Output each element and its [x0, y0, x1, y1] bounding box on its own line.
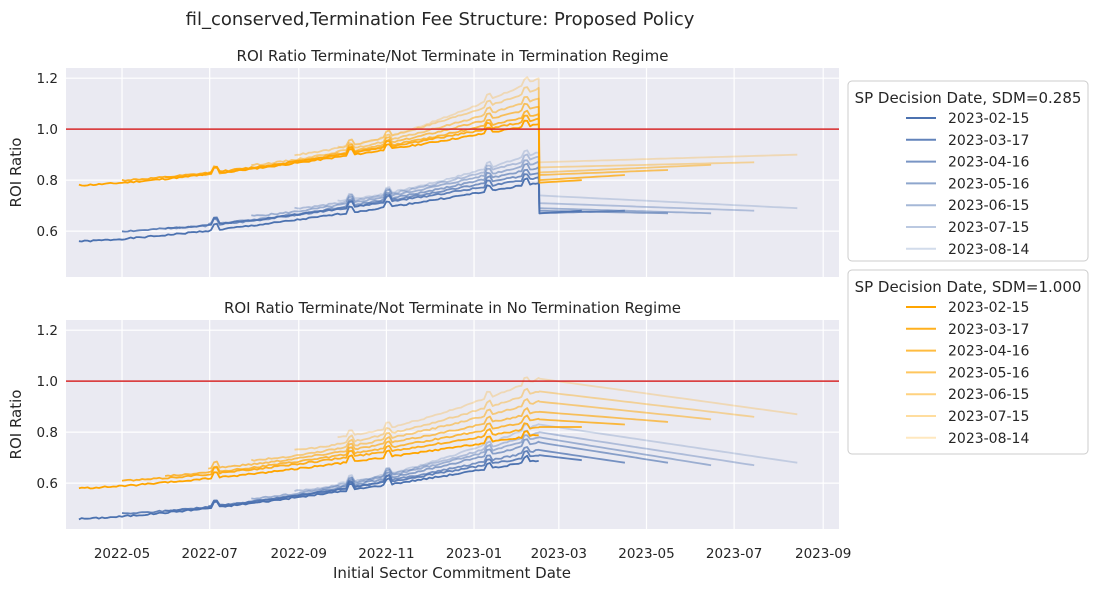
panel-2: 0.6 0.8 1.0 1.2 2022-05 2022-07 2022-09 2022-11…	[7, 299, 851, 562]
x-axis-label: Initial Sector Commitment Date	[333, 564, 571, 582]
legend-entry-label: 2023-06-15	[948, 387, 1029, 403]
legend-entry-label: 2023-03-17	[948, 322, 1029, 338]
legend-entry-label: 2023-02-15	[948, 300, 1029, 316]
series-line-sdm1000-2023-07-15	[294, 86, 755, 169]
y-tick-label: 1.2	[37, 71, 58, 87]
panel-1: 0.6 0.8 1.0 1.2 ROI Ratio Terminate/Not Term…	[7, 47, 839, 277]
x-tick-label: 2022-07	[181, 546, 237, 562]
figure-title: fil_conserved,Termination Fee Structure:…	[186, 9, 695, 30]
y-tick-label: 0.6	[37, 224, 58, 240]
series-line-sdm0285-2023-05-16	[208, 438, 669, 508]
legend-entry-label: 2023-04-16	[948, 155, 1029, 171]
series-line-sdm1000-2023-05-16	[208, 407, 669, 470]
legend-entry-label: 2023-06-15	[948, 198, 1029, 214]
y-tick-label: 1.0	[37, 374, 58, 390]
legend-entry-label: 2023-08-14	[948, 242, 1029, 258]
series-line-sdm1000-2023-06-15	[251, 96, 712, 174]
legend-box	[847, 80, 1089, 262]
legend-title: SP Decision Date, SDM=0.285	[855, 89, 1082, 107]
series-line-sdm1000-2023-04-16	[164, 414, 625, 477]
legend-sdm1000: SP Decision Date, SDM=1.000 2023-02-15 202…	[847, 269, 1089, 455]
series-line-sdm1000-2023-07-15	[294, 387, 755, 451]
legend-entry-label: 2023-07-15	[948, 409, 1029, 425]
y-tick-label: 0.6	[37, 476, 58, 492]
x-tick-label: 2023-03	[531, 546, 587, 562]
panel-title-2: ROI Ratio Terminate/Not Terminate in No …	[224, 299, 681, 317]
legend-entry-label: 2023-08-14	[948, 431, 1029, 447]
series-line-sdm0285-2023-02-15	[78, 454, 539, 521]
plot-area-1	[66, 68, 839, 277]
x-tick-label: 2023-05	[618, 546, 674, 562]
legend-entry-label: 2023-05-16	[948, 365, 1029, 381]
x-tick-label: 2022-05	[94, 546, 150, 562]
x-tick-label: 2023-07	[706, 546, 762, 562]
series-line-sdm0285-2023-02-15	[78, 177, 539, 243]
legend-entry-label: 2023-03-17	[948, 133, 1029, 149]
legend-box	[847, 269, 1089, 455]
series-line-sdm0285-2023-08-14	[337, 149, 798, 210]
legend-title: SP Decision Date, SDM=1.000	[855, 278, 1082, 296]
series-line-sdm0285-2023-06-15	[251, 159, 712, 217]
panel-title-1: ROI Ratio Terminate/Not Terminate in Ter…	[237, 47, 669, 65]
series-line-sdm1000-2023-08-14	[337, 76, 798, 164]
y-tick-label: 0.8	[37, 173, 58, 189]
series-line-sdm1000-2023-06-15	[250, 398, 712, 462]
series-line-sdm0285-2023-07-15	[294, 429, 755, 492]
legend-entry-label: 2023-07-15	[948, 220, 1029, 236]
y-tick-label: 1.0	[37, 122, 58, 138]
legend-entry-label: 2023-02-15	[948, 111, 1029, 127]
series-line-sdm0285-2023-04-16	[164, 168, 625, 230]
legend-entry-label: 2023-04-16	[948, 344, 1029, 360]
series-line-sdm1000-2023-02-15	[78, 119, 539, 187]
series-line-sdm0285-2023-08-14	[337, 423, 798, 485]
legend-sdm0285: SP Decision Date, SDM=0.285 2023-02-15 202…	[847, 80, 1089, 262]
y-tick-label: 1.2	[37, 323, 58, 339]
series-line-sdm0285-2023-07-15	[294, 153, 755, 212]
x-tick-label: 2023-09	[795, 546, 851, 562]
y-axis-label-1: ROI Ratio	[7, 138, 25, 208]
y-axis-label-2: ROI Ratio	[7, 390, 25, 460]
legend-entry-label: 2023-05-16	[948, 176, 1029, 192]
series-line-sdm1000-2023-02-15	[78, 430, 539, 490]
series-line-sdm1000-2023-08-14	[337, 376, 798, 439]
x-tick-label: 2023-01	[446, 546, 502, 562]
y-tick-label: 0.8	[37, 425, 58, 441]
x-tick-label: 2022-11	[358, 546, 414, 562]
series-line-sdm0285-2023-04-16	[164, 446, 626, 512]
series-line-sdm1000-2023-03-17	[121, 422, 582, 482]
series-line-sdm0285-2023-06-15	[251, 434, 712, 500]
x-tick-label: 2022-09	[271, 546, 327, 562]
